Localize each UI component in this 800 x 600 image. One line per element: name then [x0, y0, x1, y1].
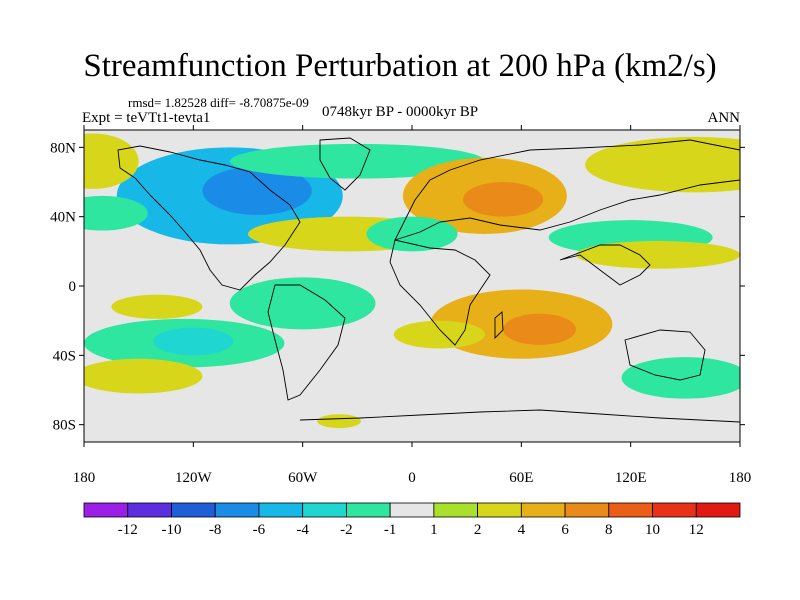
field-west-pacific-low [676, 289, 740, 318]
field-southern-pacific-high [84, 358, 203, 394]
colorbar-label: -12 [118, 522, 138, 538]
colorbar-swatch [520, 502, 566, 518]
field-south-america-low [229, 277, 376, 330]
lon-tick-label: 180 [73, 470, 96, 486]
field-southern-ocean-low [621, 357, 740, 399]
field-north-pacific-low [84, 195, 148, 231]
field-antarctic-high [317, 414, 361, 429]
lat-tick-label: 40S [53, 348, 76, 364]
coast-southeast-asia [559, 244, 651, 286]
coastlines [117, 137, 740, 423]
field-arctic-low-band [229, 143, 485, 179]
colorbar-swatch [83, 502, 129, 518]
colorbar-swatch [302, 502, 347, 518]
lon-tick-label: 180 [729, 470, 752, 486]
coast-africa-eurasia [389, 139, 740, 346]
longitude-axis: 180 120W 60W 0 60E 120E 180 [73, 125, 752, 486]
colorbar-label: 10 [645, 522, 660, 538]
colorbar-label: -2 [340, 522, 353, 538]
colorbar-swatch [127, 502, 172, 518]
colorbar-label: 8 [605, 522, 613, 538]
lat-tick-label: 40N [50, 210, 76, 226]
field-eurasia-high-core [463, 182, 544, 217]
field-bering-high [84, 133, 139, 189]
colorbar-swatch [214, 502, 260, 518]
coast-antarctica [299, 409, 740, 423]
field-south-atlantic-high [393, 320, 485, 349]
coast-north-america [117, 145, 301, 291]
field-africa-low [366, 216, 458, 252]
field-pacific-high-band [576, 240, 740, 269]
colorbar-label: 1 [430, 522, 438, 538]
coast-madagascar [494, 311, 504, 340]
coast-greenland [319, 137, 371, 191]
colorbar-label: 6 [561, 522, 569, 538]
colorbar-swatch [171, 502, 216, 518]
colorbar-label: -4 [296, 522, 309, 538]
season-label: ANN [707, 110, 741, 126]
colorbar-label: -8 [209, 522, 222, 538]
colorbar-swatch [652, 502, 697, 518]
lon-tick-label: 0 [408, 470, 416, 486]
colorbar-label: -10 [161, 522, 181, 538]
coast-south-america [267, 284, 346, 401]
lon-tick-label: 60E [509, 470, 533, 486]
colorbar-swatch [433, 502, 479, 518]
map-area [83, 129, 741, 443]
colorbar: -12 -10 -8 -6 -4 -2 -1 1 2 4 6 8 10 12 [83, 502, 741, 538]
field-hudson-low-core [202, 166, 312, 215]
colorbar-swatch [695, 502, 741, 518]
rmsd-diff-stats: rmsd= 1.82528 diff= -8.70875e-09 [128, 95, 309, 110]
field-indian-ocean-high-core [503, 313, 576, 345]
colorbar-swatch [564, 502, 610, 518]
colorbar-label: -6 [253, 522, 266, 538]
field-tropical-pacific-high [111, 294, 203, 319]
experiment-label: Expt = teVTt1-tevta1 [82, 110, 211, 126]
colorbar-swatch [258, 502, 304, 518]
lon-tick-label: 120E [615, 470, 647, 486]
colorbar-label: 12 [689, 522, 704, 538]
lat-tick-label: 80S [53, 418, 76, 434]
lat-tick-label: 0 [69, 279, 77, 295]
coast-australia [624, 329, 706, 381]
colorbar-swatch [389, 502, 435, 518]
latitude-axis: 80N 40N 0 40S 80S [50, 140, 745, 434]
field-drake-low [284, 365, 358, 387]
streamfunction-fields [84, 133, 740, 429]
lon-tick-label: 120W [175, 470, 213, 486]
plot-title: Streamfunction Perturbation at 200 hPa (… [83, 48, 717, 84]
colorbar-swatch [608, 502, 653, 518]
colorbar-swatch [477, 502, 522, 518]
lon-tick-label: 60W [288, 470, 318, 486]
colorbar-label: -1 [384, 522, 397, 538]
colorbar-label: 4 [518, 522, 526, 538]
field-south-pacific-low-core [153, 327, 234, 356]
period-label: 0748kyr BP - 0000kyr BP [321, 104, 479, 120]
lat-tick-label: 80N [50, 140, 76, 156]
colorbar-label: 2 [474, 522, 482, 538]
field-siberia-high [585, 136, 740, 193]
colorbar-swatch [345, 502, 391, 518]
